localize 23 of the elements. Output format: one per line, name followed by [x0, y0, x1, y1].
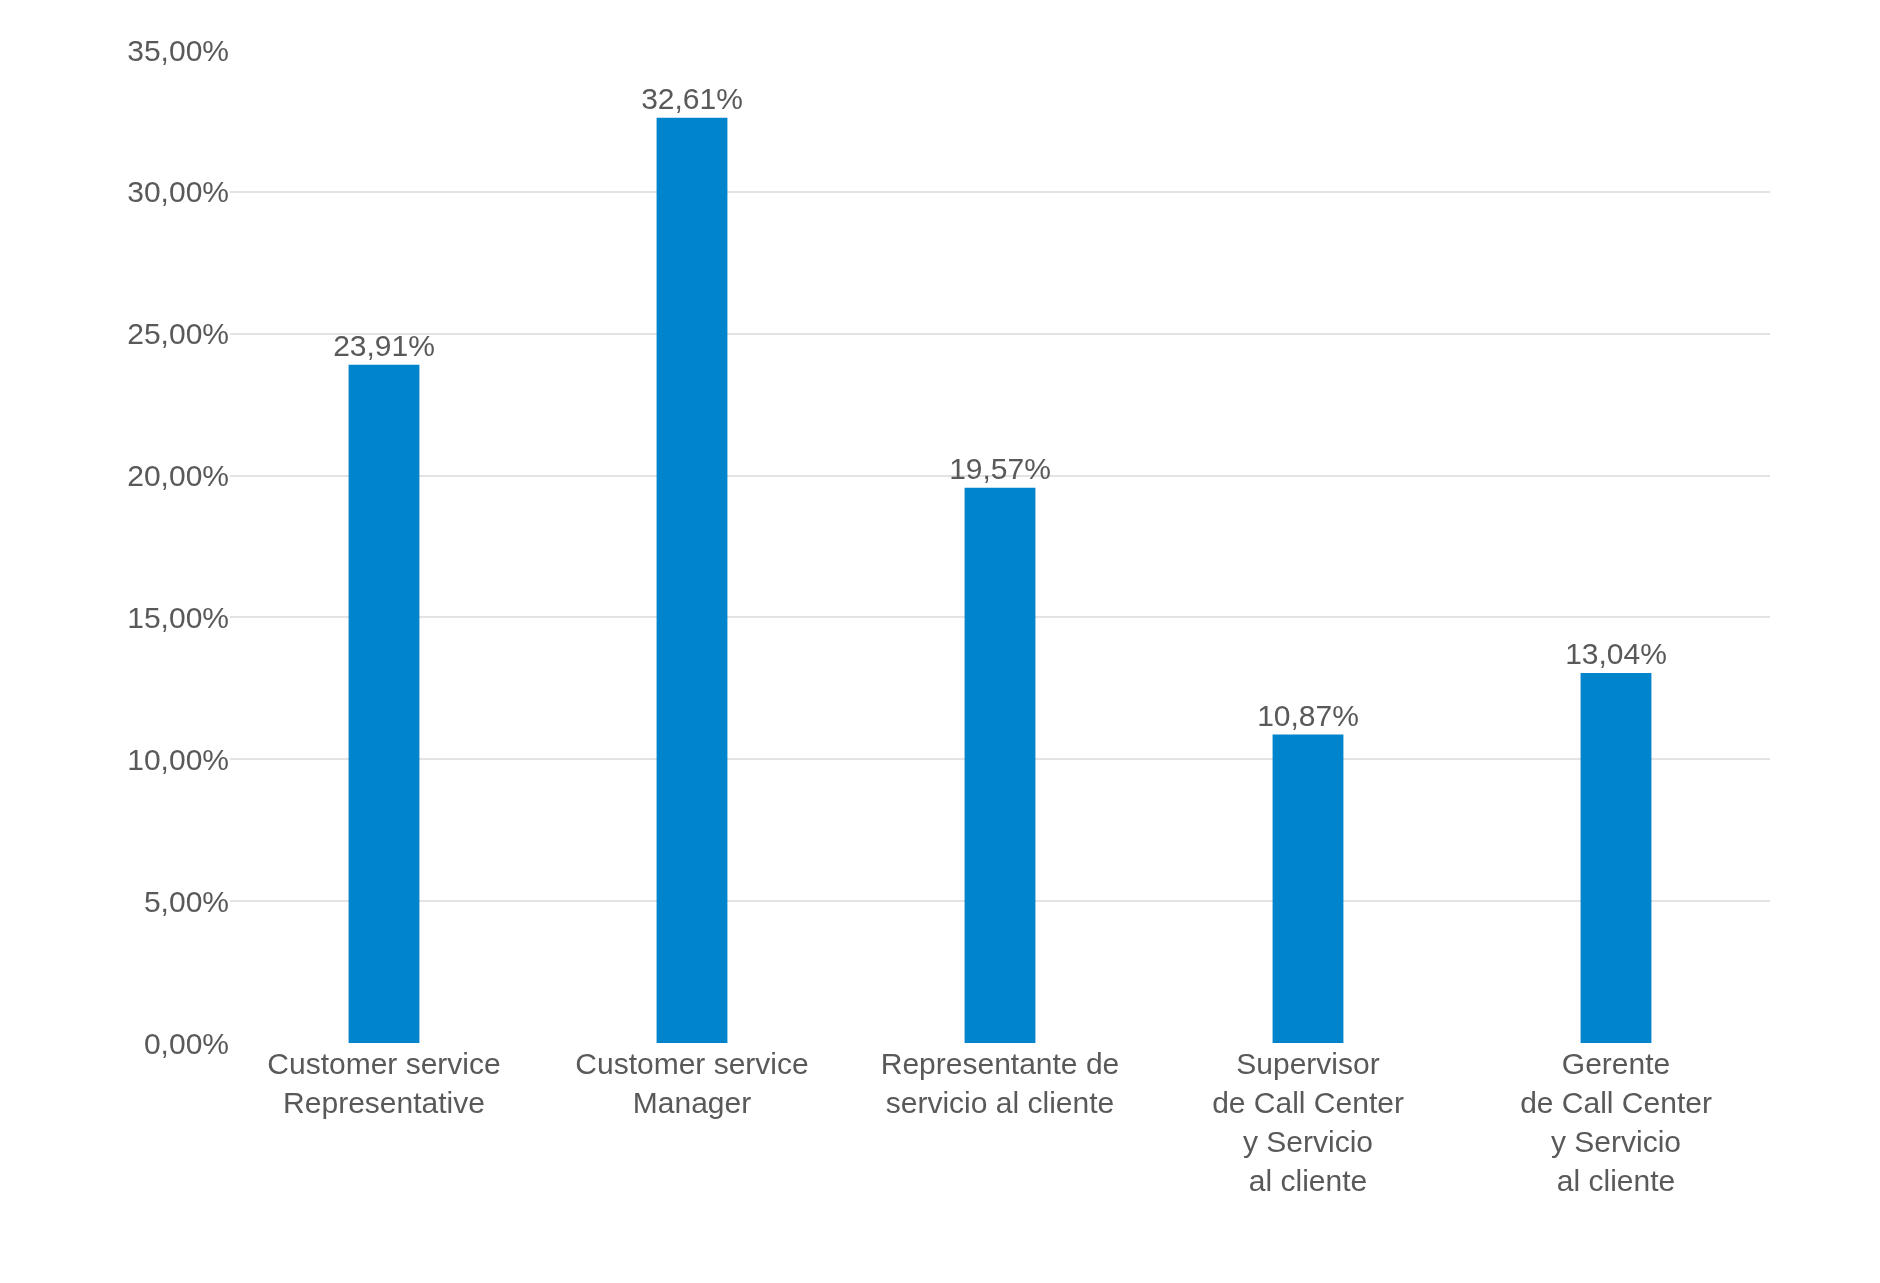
- bar: [656, 117, 728, 1043]
- data-label: 23,91%: [333, 328, 435, 362]
- data-label: 10,87%: [1257, 698, 1359, 732]
- y-tick-label: 20,00%: [127, 459, 229, 493]
- data-label: 13,04%: [1565, 637, 1667, 671]
- x-tick-label: Supervisor de Call Center y Servicio al cliente: [1212, 1047, 1404, 1197]
- x-tick-label: Representante de servicio al cliente: [880, 1047, 1120, 1119]
- bar: [964, 487, 1036, 1043]
- x-tick-label: Customer service Manager: [575, 1047, 809, 1119]
- y-tick-label: 25,00%: [127, 317, 229, 351]
- bar: [1580, 673, 1652, 1043]
- y-tick-label: 10,00%: [127, 742, 229, 776]
- y-tick-label: 35,00%: [127, 33, 229, 67]
- data-label: 19,57%: [949, 451, 1051, 485]
- bar: [1272, 734, 1344, 1043]
- y-tick-label: 30,00%: [127, 175, 229, 209]
- x-tick-label: Customer service Representative: [267, 1047, 501, 1119]
- y-tick-label: 15,00%: [127, 600, 229, 634]
- y-tick-label: 0,00%: [143, 1026, 229, 1060]
- data-label: 32,61%: [641, 81, 743, 115]
- y-tick-label: 5,00%: [143, 884, 229, 918]
- x-tick-label: Gerente de Call Center y Servicio al cliente: [1520, 1047, 1712, 1197]
- bar: [348, 364, 420, 1043]
